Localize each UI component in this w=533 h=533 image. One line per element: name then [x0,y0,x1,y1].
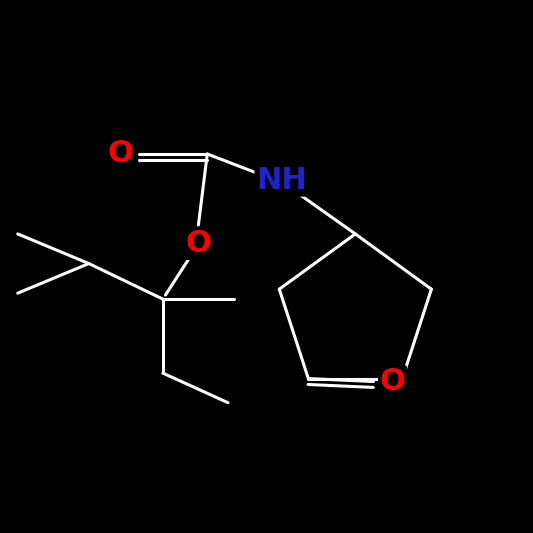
Text: O: O [379,367,406,396]
Text: O: O [185,230,211,259]
Text: O: O [107,140,133,168]
Text: NH: NH [256,166,306,195]
